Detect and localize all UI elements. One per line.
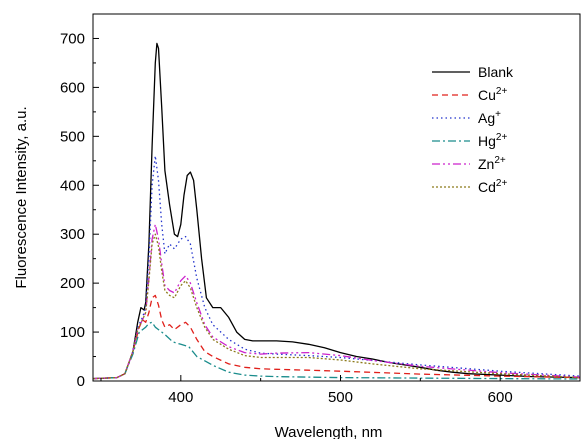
legend-label: Hg2+ — [478, 132, 507, 149]
legend-label: Ag+ — [478, 109, 501, 126]
series-line-ag — [92, 155, 581, 380]
y-tick-label: 400 — [60, 177, 85, 194]
plot-frame — [92, 13, 581, 382]
series-line-hg — [92, 321, 581, 380]
x-tick-label: 400 — [168, 389, 193, 406]
y-tick-label: 700 — [60, 30, 85, 47]
series-line-zn — [92, 223, 581, 380]
y-tick-label: 200 — [60, 275, 85, 292]
axes-layer: 0 100 200 300 400 500 600 700 400 500 600 — [60, 30, 581, 406]
legend: Blank Cu2+ Ag+ Hg2+ Zn2+ Cd2+ — [432, 64, 514, 195]
y-axis-label: Fluorescence Intensity, a.u. — [13, 106, 30, 288]
legend-label: Cd2+ — [478, 178, 507, 195]
y-tick-label: 100 — [60, 324, 85, 341]
y-tick-label: 600 — [60, 79, 85, 96]
y-tick-label: 0 — [77, 373, 85, 390]
series-layer — [92, 42, 581, 380]
y-tick-label: 500 — [60, 128, 85, 145]
x-tick-label: 600 — [488, 389, 513, 406]
series-line-cu — [92, 294, 581, 380]
series-line-cd — [92, 233, 581, 380]
x-axis-label: Wavelength, nm — [275, 424, 383, 439]
x-tick-label: 500 — [328, 389, 353, 406]
legend-label: Blank — [478, 64, 514, 80]
y-tick-label: 300 — [60, 226, 85, 243]
legend-label: Zn2+ — [478, 155, 506, 172]
legend-label: Cu2+ — [478, 86, 507, 103]
